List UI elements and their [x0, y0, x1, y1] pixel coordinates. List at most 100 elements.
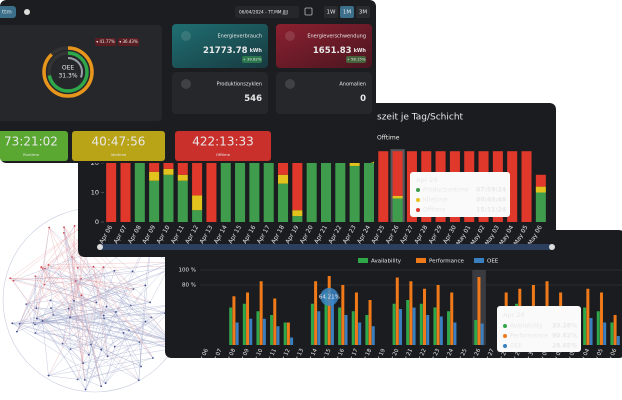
globe-line: [62, 343, 92, 345]
bar-segment: [263, 163, 274, 222]
globe-line: [13, 227, 80, 281]
x-tick-label: Apr 28: [496, 347, 509, 367]
bar-segment: [363, 163, 374, 222]
globe-line: [36, 318, 173, 349]
x-tick-label: Apr 27: [483, 347, 496, 367]
kpi-icon: [285, 79, 295, 89]
globe-line: [19, 267, 42, 324]
toggle[interactable]: [24, 9, 30, 15]
bar: [599, 292, 603, 345]
kpi-value: 21773.78 kWh: [203, 46, 262, 56]
kpi-unit: kWh: [354, 48, 367, 54]
bar-segment: [120, 151, 131, 222]
period-button[interactable]: [340, 6, 354, 18]
bar: [371, 326, 375, 345]
bar: [395, 277, 399, 345]
slider-handle[interactable]: [97, 244, 103, 250]
bar-segment: [292, 210, 303, 217]
bar: [392, 303, 396, 345]
globe-node: [102, 266, 105, 268]
globe-line: [35, 276, 37, 309]
bar: [474, 320, 478, 345]
globe-line: [77, 332, 124, 380]
globe-line: [68, 308, 92, 345]
globe-line: [71, 256, 172, 341]
globe-line: [35, 332, 89, 355]
x-tick-label: Apr 18: [360, 347, 373, 367]
period-button[interactable]: [324, 6, 338, 18]
legend-swatch: [474, 258, 484, 263]
legend-swatch: [358, 258, 368, 263]
globe-line: [48, 227, 84, 364]
slider-handle[interactable]: [549, 244, 555, 250]
globe-line: [35, 332, 173, 343]
globe-line: [101, 349, 108, 357]
globe-line: [48, 342, 140, 376]
time-label: Idletime: [111, 152, 127, 157]
period-button[interactable]: [356, 6, 370, 18]
globe-line: [19, 312, 166, 324]
x-tick-label: Apr 19: [374, 347, 387, 367]
filter-button[interactable]: [0, 6, 16, 18]
bar-segment: [235, 160, 246, 222]
bar: [242, 303, 246, 345]
globe-line: [69, 225, 75, 318]
bar: [613, 315, 617, 345]
globe-node: [152, 357, 154, 359]
y-tick-label: 100 %: [179, 268, 196, 274]
globe-line: [12, 321, 146, 324]
x-tick-label: Apr 30: [524, 347, 537, 367]
globe-line: [114, 321, 146, 347]
x-tick-label: Apr 09: [238, 347, 251, 367]
globe-line: [35, 276, 52, 309]
bar: [409, 281, 413, 345]
globe-node: [95, 301, 98, 304]
y-tick-label: 80 %: [182, 283, 196, 289]
globe-line: [26, 303, 173, 343]
globe-node: [140, 365, 142, 368]
x-tick-label: Apr 13: [292, 347, 305, 367]
globe-line: [88, 270, 115, 355]
globe-line: [45, 268, 166, 314]
bar-segment: [149, 171, 160, 181]
time-tile: [175, 131, 271, 161]
tooltip-title: Apr 26: [416, 176, 438, 184]
x-tick-label: Apr 23: [428, 347, 441, 367]
time-value: 422:13:33: [192, 135, 254, 149]
x-tick-label: Apr 14: [306, 347, 319, 367]
globe-line: [85, 302, 97, 390]
globe-node: [113, 345, 116, 348]
bar: [283, 322, 287, 345]
legend-label: Performance: [429, 259, 464, 265]
globe-line: [44, 265, 180, 285]
bar-segment: [335, 163, 346, 222]
bar: [310, 303, 314, 345]
globe-line: [107, 342, 173, 357]
bar-segment: [535, 174, 546, 187]
globe-line: [88, 305, 131, 355]
globe-line: [132, 271, 146, 286]
bar: [453, 322, 457, 345]
bar: [330, 296, 334, 345]
date-input[interactable]: [235, 6, 299, 18]
bar-segment: [192, 151, 203, 196]
bar-segment: [378, 151, 389, 222]
globe-line: [36, 308, 84, 364]
bar: [259, 281, 263, 345]
globe-node: [73, 299, 75, 302]
globe-line: [85, 271, 133, 390]
bar-segment: [535, 192, 546, 222]
kpi-icon: [181, 79, 191, 89]
globe-node: [41, 320, 44, 322]
globe-node: [18, 322, 21, 325]
tooltip-key: Idletime: [423, 197, 448, 204]
globe-line: [114, 270, 151, 303]
globe-line: [81, 295, 173, 349]
bar-segment: [163, 174, 174, 222]
x-tick-label: Apr 22: [415, 348, 428, 367]
globe-line: [105, 346, 115, 384]
bar: [232, 296, 236, 345]
bar-segment: [163, 168, 174, 175]
period-label: 1M: [343, 10, 351, 16]
